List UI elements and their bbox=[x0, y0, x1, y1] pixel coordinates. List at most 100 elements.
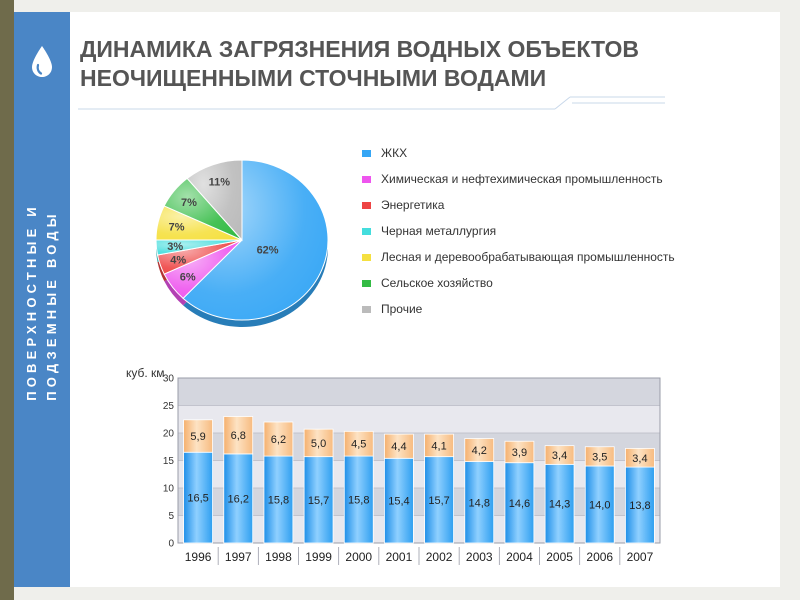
legend-swatch bbox=[362, 228, 371, 235]
x-tick-label: 2000 bbox=[345, 550, 372, 564]
slide-title-line-2: НЕОЧИЩЕННЫМИ СТОЧНЫМИ ВОДАМИ bbox=[80, 65, 547, 91]
bar-segment-bottom bbox=[343, 455, 374, 544]
legend-item: Лесная и деревообрабатывающая промышленн… bbox=[362, 249, 762, 275]
bar-label-bottom: 16,2 bbox=[228, 493, 249, 505]
bar-label-bottom: 13,8 bbox=[629, 500, 650, 512]
pie-slice-label-2: 4% bbox=[170, 254, 186, 266]
legend-swatch bbox=[362, 306, 371, 313]
y-tick-label: 20 bbox=[163, 429, 175, 440]
legend-label: Прочие bbox=[381, 302, 423, 316]
bar-label-bottom: 15,8 bbox=[348, 495, 369, 507]
y-tick-label: 0 bbox=[168, 539, 174, 550]
legend-item: Сельское хозяйство bbox=[362, 275, 762, 301]
legend-swatch bbox=[362, 150, 371, 157]
bar-label-bottom: 14,0 bbox=[589, 500, 610, 512]
x-tick-label: 2005 bbox=[546, 550, 573, 564]
legend-swatch bbox=[362, 202, 371, 209]
pie-chart: 62% 6% 4%3% 7% 7% 11% bbox=[155, 159, 329, 327]
legend-label: Сельское хозяйство bbox=[381, 276, 493, 290]
legend-label: Черная металлургия bbox=[381, 224, 497, 238]
bar-label-bottom: 15,7 bbox=[308, 495, 329, 507]
bar-segment-bottom bbox=[584, 465, 615, 544]
plot-band bbox=[178, 378, 660, 406]
legend-swatch bbox=[362, 176, 371, 183]
legend-swatch bbox=[362, 280, 371, 287]
bar-segment-bottom bbox=[303, 456, 334, 544]
bar-segment-bottom bbox=[504, 462, 535, 544]
bar-segment-top bbox=[544, 445, 575, 465]
pie-slice-shine-0 bbox=[183, 160, 328, 320]
x-tick-label: 2006 bbox=[586, 550, 613, 564]
legend-item: Черная металлургия bbox=[362, 223, 762, 249]
legend-item: Химическая и нефтехимическая промышленно… bbox=[362, 171, 762, 197]
x-tick-label: 2007 bbox=[627, 550, 654, 564]
plot-band bbox=[178, 405, 660, 433]
bar-label-top: 3,5 bbox=[592, 451, 607, 463]
plot-band bbox=[178, 515, 660, 543]
bar-label-top: 4,2 bbox=[472, 445, 487, 457]
pie-slice-shine-3 bbox=[156, 240, 242, 255]
pie-slice-label-1: 6% bbox=[180, 272, 196, 284]
bar-label-bottom: 15,4 bbox=[388, 496, 409, 508]
bar-segment-bottom bbox=[223, 453, 254, 544]
pie-slice-label-6: 11% bbox=[209, 176, 231, 188]
x-tick-label: 1996 bbox=[185, 550, 212, 564]
bar-segment-top bbox=[625, 448, 655, 468]
plot-band bbox=[178, 460, 660, 488]
x-tick-label: 1998 bbox=[265, 550, 292, 564]
bar-segment-top bbox=[223, 416, 254, 455]
bar-segment-bottom bbox=[384, 457, 414, 544]
plot-band bbox=[178, 488, 660, 516]
x-tick-label: 2003 bbox=[466, 550, 493, 564]
bar-label-bottom: 14,8 bbox=[469, 497, 490, 509]
bar-label-top: 6,8 bbox=[231, 430, 246, 442]
bar-label-top: 4,1 bbox=[431, 440, 446, 452]
pie-slice-shine-2 bbox=[157, 240, 242, 275]
water-drop-icon bbox=[32, 46, 52, 77]
bar-segment-top bbox=[464, 438, 495, 463]
bar-label-top: 3,9 bbox=[512, 447, 527, 459]
legend-label: Химическая и нефтехимическая промышленно… bbox=[381, 172, 663, 186]
bar-segment-bottom bbox=[183, 451, 213, 544]
bar-label-top: 4,5 bbox=[351, 439, 366, 451]
pie-slice-shine-6 bbox=[187, 160, 242, 240]
pie-slice-shine-5 bbox=[164, 178, 242, 240]
bar-label-top: 6,2 bbox=[271, 434, 286, 446]
x-tick-label: 2004 bbox=[506, 550, 533, 564]
pie-slice-shine-4 bbox=[156, 205, 242, 240]
bar-segment-top bbox=[343, 430, 374, 457]
bar-segment-top bbox=[263, 421, 294, 457]
legend-item: ЖКХ bbox=[362, 145, 762, 171]
bar-segment-bottom bbox=[424, 456, 454, 544]
bar-label-top: 4,4 bbox=[391, 441, 406, 453]
legend-label: ЖКХ bbox=[381, 146, 408, 160]
left-olive-bar bbox=[0, 0, 14, 600]
bar-segment-top bbox=[424, 433, 454, 458]
pie-slice-label-0: 62% bbox=[257, 244, 279, 256]
slide-title: ДИНАМИКА ЗАГРЯЗНЕНИЯ ВОДНЫХ ОБЪЕКТОВ НЕО… bbox=[80, 35, 690, 93]
pie-slice-label-4: 7% bbox=[169, 221, 185, 233]
bar-label-bottom: 14,6 bbox=[509, 498, 530, 510]
bar-label-top: 3,4 bbox=[552, 450, 567, 462]
x-tick-label: 1999 bbox=[305, 550, 332, 564]
x-tick-label: 2002 bbox=[426, 550, 453, 564]
legend-item: Прочие bbox=[362, 301, 762, 327]
bar-segment-top bbox=[303, 428, 334, 458]
bar-label-bottom: 15,8 bbox=[268, 495, 289, 507]
pie-slice-label-5: 7% bbox=[181, 197, 197, 209]
y-axis-label: куб. км bbox=[126, 366, 165, 380]
bar-segment-bottom bbox=[625, 466, 655, 544]
bar-label-top: 3,4 bbox=[632, 453, 647, 465]
y-tick-label: 25 bbox=[163, 401, 175, 412]
bar-segment-top bbox=[384, 433, 414, 459]
pie-legend: ЖКХ Химическая и нефтехимическая промышле… bbox=[362, 145, 762, 327]
y-tick-label: 5 bbox=[168, 511, 174, 522]
legend-label: Энергетика bbox=[381, 198, 445, 212]
x-tick-label: 1997 bbox=[225, 550, 252, 564]
bar-segment-top bbox=[504, 440, 535, 464]
pie-slice-label-3: 3% bbox=[167, 241, 183, 253]
plot-frame bbox=[177, 377, 661, 544]
